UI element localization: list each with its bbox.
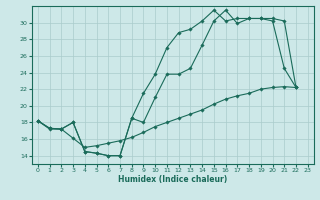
X-axis label: Humidex (Indice chaleur): Humidex (Indice chaleur) [118, 175, 228, 184]
